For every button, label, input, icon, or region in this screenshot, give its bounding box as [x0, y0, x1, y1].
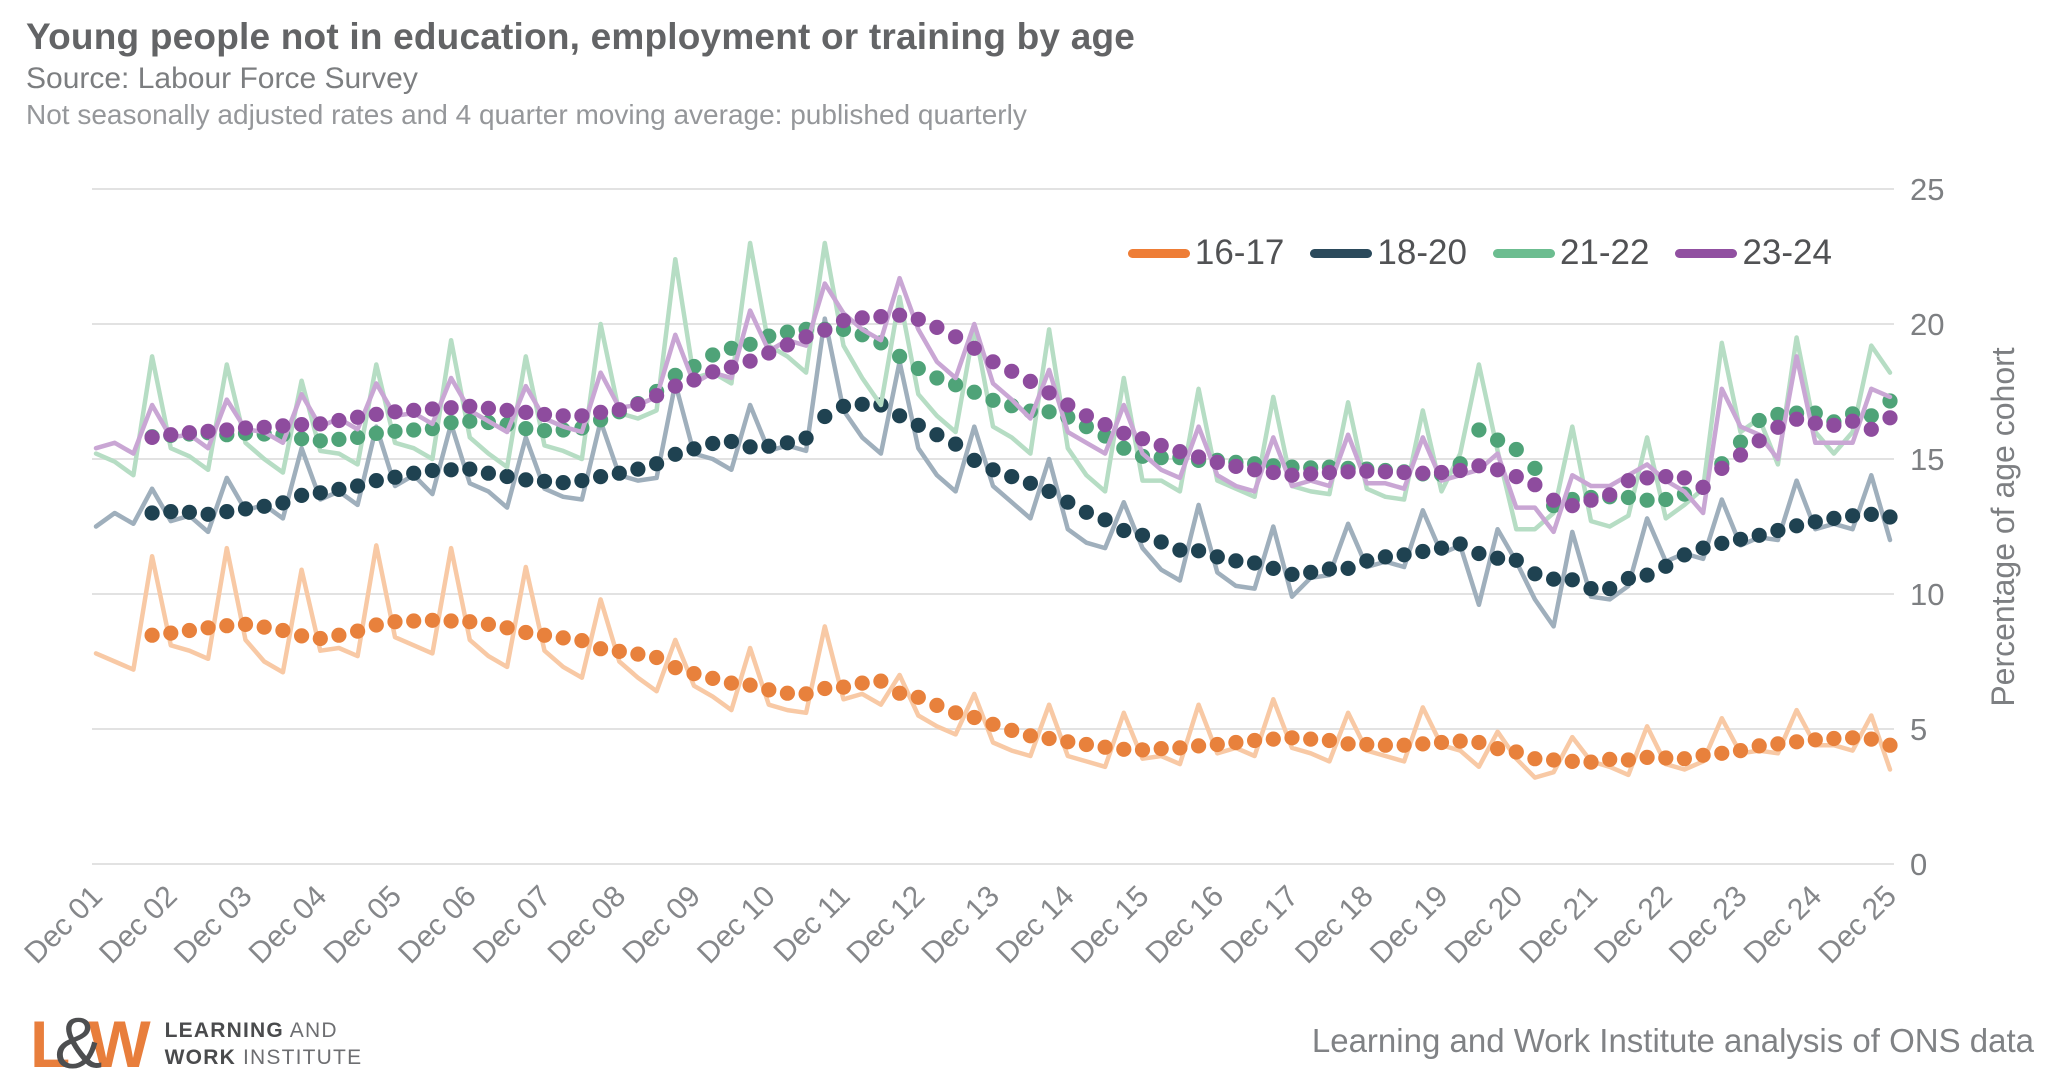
x-tick-Dec-17: Dec 17: [1214, 880, 1305, 971]
x-tick-Dec-11: Dec 11: [767, 880, 856, 969]
y-axis-tick-labels: 0 5 10 15 20 25: [1910, 172, 1944, 882]
x-tick-Dec-10: Dec 10: [691, 880, 782, 971]
legend-swatch-21-22: [1492, 248, 1555, 258]
logo-letter-w: W: [88, 1007, 151, 1081]
x-tick-Dec-05: Dec 05: [317, 880, 408, 971]
x-tick-Dec-21: Dec 21: [1513, 880, 1604, 971]
y-tick-5: 5: [1910, 712, 1927, 747]
legend-item-21-22: 21-22: [1492, 233, 1650, 273]
gridlines: [92, 188, 1894, 865]
logo-line2-rest: INSTITUTE: [235, 1046, 363, 1069]
legend-label-23-24: 23-24: [1742, 233, 1832, 272]
nsa-line-18-20: [93, 316, 1893, 629]
logo-letter-l: L: [30, 1007, 71, 1081]
x-tick-Dec-06: Dec 06: [392, 880, 483, 971]
x-tick-Dec-02: Dec 02: [93, 880, 184, 971]
x-tick-Dec-13: Dec 13: [915, 880, 1006, 971]
y-axis-title: Percentage of age cohort: [1985, 347, 2021, 706]
x-tick-Dec-01: Dec 01: [18, 880, 109, 971]
attribution-text: Learning and Work Institute analysis of …: [1311, 1022, 2034, 1059]
chart-legend: 16-17 18-20 21-22 23-24: [1127, 233, 1832, 273]
y-tick-25: 25: [1910, 172, 1944, 207]
legend-label-18-20: 18-20: [1377, 233, 1467, 272]
legend-swatch-23-24: [1675, 248, 1738, 258]
y-tick-0: 0: [1910, 847, 1927, 882]
lw-logo-text: LEARNING AND WORK INSTITUTE: [165, 1017, 363, 1072]
x-tick-Dec-08: Dec 08: [542, 880, 633, 971]
moving-average-dots-16-17: [144, 612, 1898, 770]
legend-label-21-22: 21-22: [1559, 233, 1650, 272]
y-tick-20: 20: [1910, 307, 1944, 342]
x-tick-Dec-22: Dec 22: [1588, 880, 1679, 971]
lw-logo-mark: L & W: [30, 1008, 151, 1080]
x-tick-Dec-25: Dec 25: [1812, 880, 1903, 971]
x-tick-Dec-12: Dec 12: [841, 880, 932, 971]
x-tick-Dec-23: Dec 23: [1663, 880, 1754, 971]
x-tick-Dec-18: Dec 18: [1289, 880, 1380, 971]
x-tick-Dec-03: Dec 03: [168, 880, 259, 971]
y-tick-15: 15: [1910, 442, 1944, 477]
y-tick-10: 10: [1910, 577, 1944, 612]
chart-source: Source: Labour Force Survey: [26, 62, 418, 95]
legend-label-16-17: 16-17: [1194, 233, 1285, 272]
x-tick-Dec-07: Dec 07: [467, 880, 558, 971]
chart-note: Not seasonally adjusted rates and 4 quar…: [26, 99, 1027, 130]
logo-ampersand: &: [54, 1004, 103, 1083]
nsa-line-16-17: [93, 543, 1893, 780]
x-tick-Dec-20: Dec 20: [1439, 880, 1530, 971]
legend-item-16-17: 16-17: [1127, 233, 1285, 273]
legend-swatch-18-20: [1310, 248, 1373, 258]
x-tick-Dec-14: Dec 14: [990, 880, 1081, 971]
moving-average-dots-18-20: [144, 396, 1898, 597]
x-tick-Dec-04: Dec 04: [243, 880, 334, 971]
x-tick-Dec-16: Dec 16: [1140, 880, 1231, 971]
x-tick-Dec-24: Dec 24: [1738, 880, 1829, 971]
lw-institute-logo: L & W LEARNING AND WORK INSTITUTE: [30, 1008, 362, 1080]
legend-item-23-24: 23-24: [1675, 233, 1832, 273]
logo-line1-bold: LEARNING: [164, 1018, 284, 1042]
x-tick-Dec-19: Dec 19: [1364, 880, 1455, 971]
legend-item-18-20: 18-20: [1310, 233, 1467, 273]
logo-line1-rest: AND: [283, 1018, 338, 1042]
legend-swatch-16-17: [1127, 248, 1190, 258]
moving-average-dots-23-24: [144, 307, 1898, 514]
page-title: Young people not in education, employmen…: [26, 16, 1136, 57]
nsa-line-21-22: [93, 240, 1893, 532]
x-tick-Dec-09: Dec 09: [616, 880, 707, 971]
logo-line2-bold: WORK: [164, 1046, 236, 1069]
x-tick-Dec-15: Dec 15: [1065, 880, 1156, 971]
